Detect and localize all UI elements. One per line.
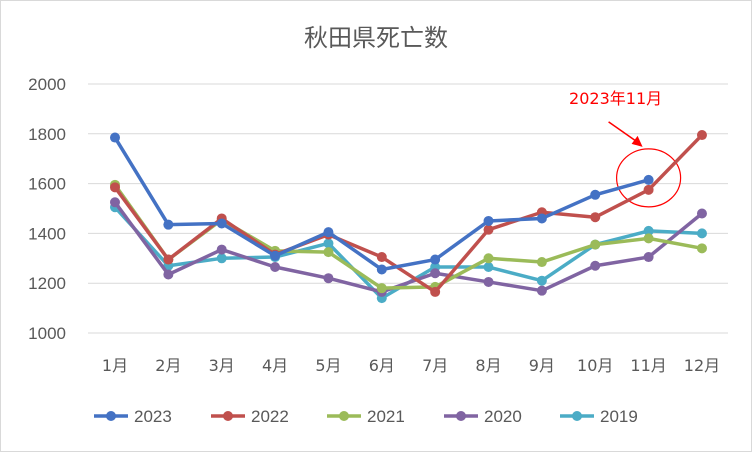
series-line	[113, 200, 704, 294]
data-point	[163, 254, 174, 265]
series-line	[113, 205, 704, 300]
x-tick-label: 11月	[630, 356, 666, 375]
legend-item-2021: 2021	[327, 407, 405, 426]
data-point	[430, 286, 441, 297]
data-point	[590, 189, 601, 200]
data-point	[590, 260, 601, 271]
data-point	[536, 257, 547, 268]
data-point	[643, 174, 654, 185]
data-point	[483, 276, 494, 287]
x-tick-label: 3月	[209, 356, 235, 375]
y-tick-label: 1000	[28, 324, 66, 343]
data-point	[643, 233, 654, 244]
data-point	[270, 250, 281, 261]
data-point	[643, 252, 654, 263]
legend-item-2020: 2020	[444, 407, 522, 426]
series-lines	[110, 130, 707, 304]
data-point	[536, 213, 547, 224]
data-point	[323, 247, 334, 258]
data-point	[163, 219, 174, 230]
annotation-arrowhead	[631, 135, 643, 147]
data-point	[483, 253, 494, 264]
data-point	[696, 228, 707, 239]
legend-marker	[572, 411, 582, 421]
data-point	[643, 225, 654, 236]
legend-label: 2022	[251, 407, 289, 426]
annotation-circle	[615, 148, 682, 208]
x-tick-label: 8月	[475, 356, 501, 375]
data-point	[536, 275, 547, 286]
data-point	[483, 262, 494, 273]
series-line	[113, 135, 651, 272]
data-point	[270, 262, 281, 273]
legend-label: 2023	[134, 407, 172, 426]
x-tick-label: 9月	[529, 356, 555, 375]
data-point	[110, 182, 120, 193]
series-2022	[110, 130, 707, 297]
data-point	[323, 273, 334, 284]
chart-title: 秋田県死亡数	[304, 24, 448, 52]
data-point	[696, 208, 707, 219]
data-point	[216, 253, 227, 264]
x-tick-label: 1月	[102, 356, 128, 375]
y-tick-label: 1200	[28, 274, 66, 293]
x-tick-label: 6月	[369, 356, 395, 375]
data-point	[323, 227, 334, 238]
legend-label: 2020	[484, 407, 522, 426]
x-tick-label: 10月	[577, 356, 613, 375]
legend-marker	[106, 411, 116, 421]
legend-item-2019: 2019	[560, 407, 638, 426]
data-point	[216, 218, 227, 229]
data-point	[430, 268, 441, 279]
y-tick-label: 1400	[28, 224, 66, 243]
data-point	[430, 254, 441, 265]
data-point	[110, 132, 120, 143]
y-tick-label: 1600	[28, 175, 66, 194]
annotation-label: 2023年11月	[569, 89, 662, 108]
series-line	[113, 133, 704, 294]
data-point	[483, 224, 494, 235]
legend-marker	[456, 411, 466, 421]
data-point	[216, 244, 227, 255]
y-axis-ticks: 1000 1200 1400 1600 1800 2000	[28, 75, 66, 343]
legend-item-2023: 2023	[94, 407, 172, 426]
data-point	[323, 238, 334, 249]
data-point	[376, 283, 387, 294]
data-point	[536, 285, 547, 296]
gridlines	[88, 83, 728, 334]
data-point	[696, 130, 707, 141]
data-point	[110, 197, 120, 208]
data-point	[696, 243, 707, 254]
y-tick-label: 2000	[28, 75, 66, 94]
data-point	[376, 252, 387, 263]
data-point	[590, 212, 601, 223]
x-tick-label: 2月	[155, 356, 181, 375]
x-axis-ticks: 1月 2月 3月 4月 5月 6月 7月 8月 9月 10月 11月 12月	[102, 356, 720, 375]
annotation: 2023年11月	[569, 89, 682, 208]
x-tick-label: 7月	[422, 356, 448, 375]
data-point	[376, 264, 387, 275]
data-point	[483, 215, 494, 226]
legend-label: 2019	[600, 407, 638, 426]
legend-item-2022: 2022	[211, 407, 289, 426]
x-tick-label: 5月	[315, 356, 341, 375]
data-point	[590, 239, 601, 250]
y-tick-label: 1800	[28, 125, 66, 144]
x-tick-label: 4月	[262, 356, 288, 375]
series-2020	[110, 197, 707, 297]
x-tick-label: 12月	[684, 356, 720, 375]
legend-label: 2021	[367, 407, 405, 426]
legend: 2023 2022 2021 2020 2019	[94, 407, 638, 426]
data-point	[643, 184, 654, 195]
legend-marker	[339, 411, 349, 421]
annotation-arrow	[608, 121, 640, 144]
series-2023	[110, 132, 654, 275]
data-point	[163, 269, 174, 280]
legend-marker	[223, 411, 233, 421]
